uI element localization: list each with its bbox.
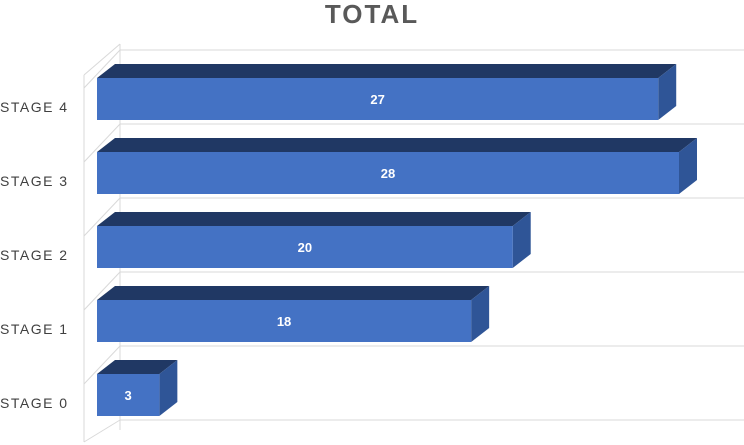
bar [97, 152, 679, 194]
data-label: 28 [381, 166, 395, 181]
grid-line-diagonal [83, 49, 121, 89]
data-label: 3 [125, 388, 132, 403]
grid-line-diagonal [83, 197, 121, 237]
bar-top-face [97, 286, 490, 300]
data-label: 20 [298, 240, 312, 255]
grid-line-diagonal-top [83, 43, 121, 76]
data-label: 18 [277, 314, 291, 329]
grid-line-diagonal [83, 345, 121, 385]
bar-top-face [97, 138, 697, 152]
category-label: STAGE 2 [0, 247, 69, 263]
data-label: 27 [370, 92, 384, 107]
bar [97, 300, 472, 342]
grid-line-diagonal [83, 419, 121, 443]
bar-side-face [658, 64, 677, 120]
bar-top-face [97, 64, 677, 78]
bar-side-face [159, 360, 178, 416]
bar-side-face [512, 212, 531, 268]
category-label: STAGE 4 [0, 99, 69, 115]
bar-side-face [471, 286, 490, 342]
grid-line-diagonal [83, 123, 121, 163]
category-label: STAGE 1 [0, 321, 69, 337]
bar [97, 78, 659, 120]
bar [97, 374, 160, 416]
bar-top-face [97, 360, 178, 374]
bar-top-face [97, 212, 531, 226]
category-label: STAGE 3 [0, 173, 69, 189]
category-label: STAGE 0 [0, 395, 69, 411]
bar [97, 226, 513, 268]
bar-side-face [679, 138, 697, 194]
chart-title: TOTAL [324, 0, 420, 29]
grid-line-diagonal [83, 271, 121, 311]
